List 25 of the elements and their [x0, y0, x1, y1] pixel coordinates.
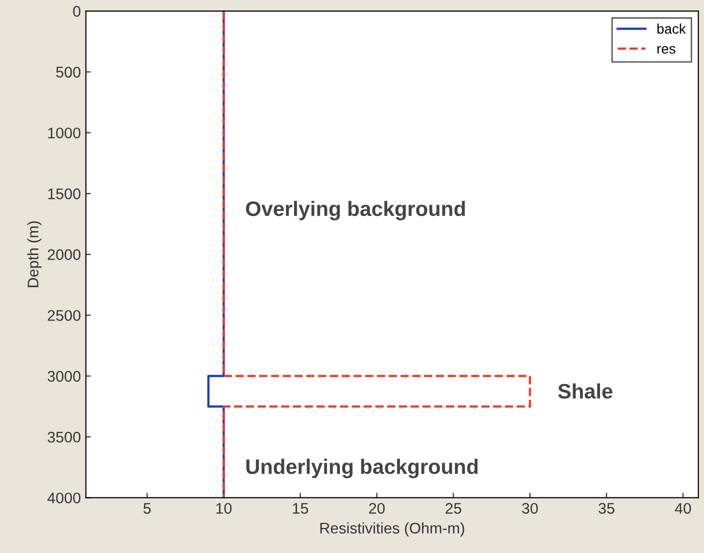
x-tick-label: 25 [446, 502, 462, 514]
legend-label: res [657, 46, 676, 54]
x-tick-label: 20 [369, 502, 385, 514]
y-tick-label: 3500 [48, 432, 80, 443]
line-series [222, 11, 532, 498]
x-tick-label: 10 [216, 502, 232, 514]
y-tick-label: 500 [56, 66, 80, 78]
annotation: Shale [558, 383, 612, 399]
y-tick-label: 3000 [48, 370, 80, 382]
annotation: Overlying background [246, 200, 465, 220]
y-tick-label: 2500 [48, 310, 80, 321]
x-tick-label: 5 [144, 503, 151, 514]
y-tick-label: 1500 [48, 188, 80, 200]
x-tick-label: 35 [598, 502, 614, 514]
legend-label: back [657, 24, 686, 34]
annotation: Underlying background [246, 458, 478, 478]
x-tick-label: 30 [522, 502, 538, 514]
x-tick-label: 15 [292, 503, 308, 514]
y-tick-label: 2000 [48, 249, 80, 260]
y-tick-label: 1000 [48, 128, 80, 138]
y-tick-label: 4000 [47, 492, 80, 504]
y-axis-title: Depth (m) [27, 221, 42, 288]
x-axis-title: Resistivities (Ohm-m) [320, 522, 464, 537]
y-tick-label: 0 [73, 6, 80, 17]
x-tick-label: 40 [674, 502, 691, 514]
